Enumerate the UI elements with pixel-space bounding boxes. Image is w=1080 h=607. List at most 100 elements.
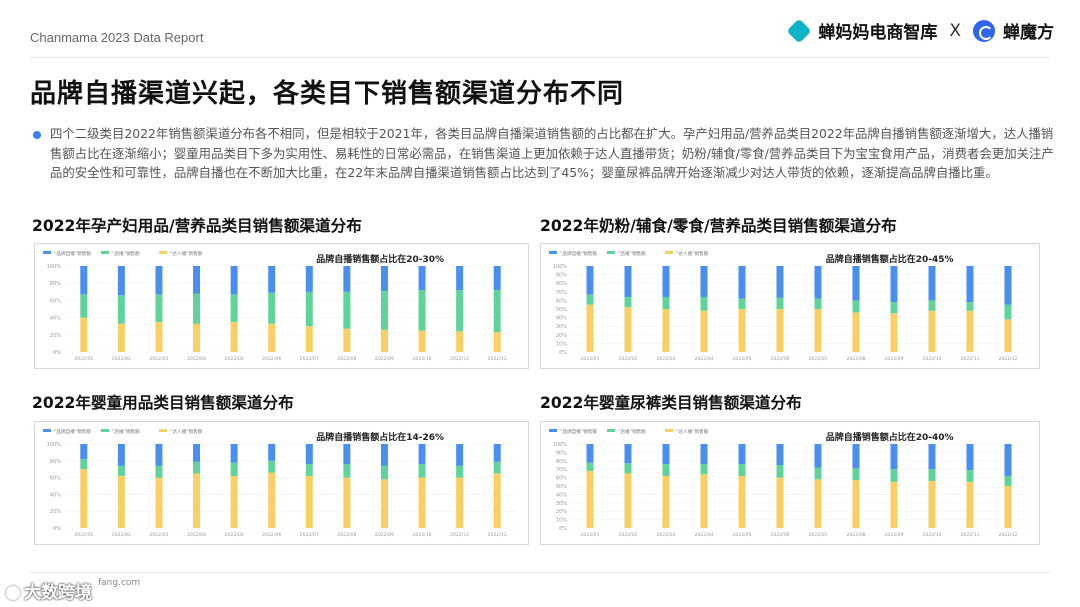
x-tick-label: 2022/05 bbox=[225, 356, 244, 362]
legend-label: “店播”销售额 bbox=[112, 250, 140, 257]
bar-segment bbox=[814, 479, 822, 528]
y-tick-label: 10% bbox=[556, 518, 567, 524]
bar-segment bbox=[1004, 319, 1012, 352]
bar-segment bbox=[230, 266, 238, 295]
bar-segment bbox=[418, 290, 426, 331]
bar-segment bbox=[343, 328, 351, 352]
x-tick-label: 2022/12 bbox=[998, 356, 1017, 362]
bar-segment bbox=[586, 304, 594, 352]
x-tick-label: 2022/03 bbox=[149, 532, 168, 538]
legend-label: “达人播”销售额 bbox=[676, 428, 709, 435]
bar-segment bbox=[738, 444, 746, 465]
x-tick-label: 2022/03 bbox=[149, 356, 168, 362]
legend-swatch bbox=[43, 251, 51, 254]
bar-segment bbox=[700, 266, 708, 297]
x-tick-label: 2022/08 bbox=[846, 356, 865, 362]
y-tick-label: 0% bbox=[53, 350, 61, 356]
bar-segment bbox=[662, 266, 670, 297]
y-tick-label: 100% bbox=[553, 264, 568, 270]
y-tick-label: 70% bbox=[556, 467, 567, 473]
chart-title-diapers: 2022年婴童尿裤类目销售额渠道分布 bbox=[540, 394, 802, 412]
chart-svg: “品牌自播”销售额 “店播”销售额 “达人播”销售额 品牌自播销售额占比在20-30%… bbox=[43, 250, 516, 362]
chart-annotation: 品牌自播销售额占比在20-30% bbox=[316, 253, 444, 265]
bar-segment bbox=[586, 470, 594, 528]
chart-title-maternity: 2022年孕产妇用品/营养品类目销售额渠道分布 bbox=[32, 217, 362, 235]
brand-left: 蝉妈妈电商智库 bbox=[818, 23, 938, 43]
bar-segment bbox=[418, 266, 426, 291]
y-tick-label: 10% bbox=[556, 341, 567, 347]
bullet-dot-icon bbox=[33, 131, 41, 139]
x-tick-label: 2022/12 bbox=[998, 532, 1017, 538]
bar-segment bbox=[852, 266, 860, 301]
legend-swatch bbox=[607, 251, 615, 254]
bar-segment bbox=[700, 310, 708, 352]
bar-segment bbox=[193, 473, 201, 528]
legend-swatch bbox=[549, 251, 557, 254]
x-tick-label: 2022/07 bbox=[808, 356, 827, 362]
chanmama-logo-icon bbox=[786, 18, 812, 43]
y-tick-label: 0% bbox=[559, 526, 567, 532]
bar-segment bbox=[305, 266, 313, 292]
legend-label: “品牌自播”销售额 bbox=[54, 250, 91, 257]
bar-segment bbox=[380, 479, 388, 528]
bar-segment bbox=[624, 307, 632, 352]
legend-swatch bbox=[159, 251, 167, 254]
bar-segment bbox=[852, 468, 860, 481]
y-tick-label: 80% bbox=[556, 459, 567, 465]
bar-segment bbox=[493, 332, 501, 352]
bar-segment bbox=[418, 477, 426, 528]
x-tick-label: 2022/11 bbox=[960, 532, 979, 538]
bar-segment bbox=[230, 294, 238, 322]
x-tick-label: 2022/05 bbox=[732, 356, 751, 362]
chart-svg: “品牌自播”销售额 “店播”销售额 “达人播”销售额 品牌自播销售额占比在14-26%… bbox=[43, 428, 516, 538]
bar-segment bbox=[305, 326, 313, 352]
y-tick-label: 60% bbox=[50, 476, 61, 482]
y-tick-label: 90% bbox=[556, 450, 567, 456]
x-tick-label: 2022/01 bbox=[74, 356, 93, 362]
bar-segment bbox=[155, 477, 163, 528]
legend-label: “店播”销售额 bbox=[618, 250, 646, 257]
chart-annotation: 品牌自播销售额占比在20-45% bbox=[826, 253, 954, 265]
x-tick-label: 2022/07 bbox=[300, 532, 319, 538]
bar-segment bbox=[80, 317, 88, 352]
x-tick-label: 2022/06 bbox=[262, 356, 281, 362]
legend-swatch bbox=[607, 429, 615, 432]
bar-segment bbox=[928, 300, 936, 311]
x-tick-label: 2022/05 bbox=[225, 532, 244, 538]
y-tick-label: 40% bbox=[50, 316, 61, 322]
bar-segment bbox=[1004, 444, 1012, 476]
bar-segment bbox=[776, 477, 784, 528]
bar-segment bbox=[662, 475, 670, 528]
legend-label: “店播”销售额 bbox=[112, 428, 140, 435]
y-tick-label: 60% bbox=[556, 298, 567, 304]
bar-segment bbox=[193, 461, 201, 474]
bar-segment bbox=[928, 310, 936, 352]
footer-url: fang.com bbox=[98, 578, 141, 588]
chart-annotation: 品牌自播销售额占比在14-26% bbox=[316, 431, 444, 443]
bar-segment bbox=[738, 475, 746, 528]
y-tick-label: 70% bbox=[556, 290, 567, 296]
legend-label: “品牌自播”销售额 bbox=[54, 428, 91, 435]
bar-segment bbox=[776, 309, 784, 352]
bar-segment bbox=[493, 290, 501, 333]
x-tick-label: 2022/04 bbox=[694, 532, 713, 538]
bar-segment bbox=[380, 465, 388, 480]
bar-segment bbox=[155, 321, 163, 352]
x-tick-label: 2022/09 bbox=[884, 532, 903, 538]
bar-segment bbox=[117, 295, 125, 324]
bar-segment bbox=[305, 291, 313, 327]
bar-segment bbox=[268, 323, 276, 352]
y-tick-label: 30% bbox=[556, 324, 567, 330]
brand-logos: 蝉妈妈电商智库 X 蝉魔方 bbox=[786, 18, 1054, 43]
bar-segment bbox=[456, 477, 464, 528]
bar-segment bbox=[624, 473, 632, 528]
chart-formula: “品牌自播”销售额 “店播”销售额 “达人播”销售额 品牌自播销售额占比在20-45%… bbox=[540, 243, 1040, 369]
bar-segment bbox=[852, 444, 860, 469]
bar-segment bbox=[662, 464, 670, 476]
x-tick-label: 2022/11 bbox=[450, 356, 469, 362]
x-tick-label: 2022/02 bbox=[112, 532, 131, 538]
x-tick-label: 2022/11 bbox=[450, 532, 469, 538]
bar-segment bbox=[193, 293, 201, 324]
bar-segment bbox=[1004, 475, 1012, 486]
bar-segment bbox=[814, 444, 822, 468]
